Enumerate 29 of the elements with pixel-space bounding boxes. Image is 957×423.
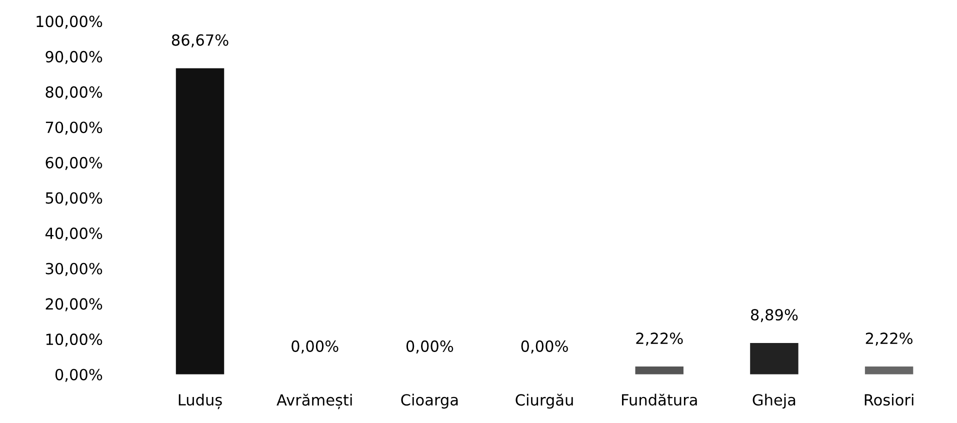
x-tick-label: Avrămești xyxy=(276,394,352,410)
y-tick-label: 80,00% xyxy=(46,86,102,100)
bar xyxy=(635,366,684,374)
data-label: 86,67% xyxy=(172,34,228,48)
x-tick-label: Fundătura xyxy=(622,394,697,406)
x-tick-label: Luduș xyxy=(178,394,222,410)
y-tick-label: 30,00% xyxy=(46,262,102,276)
data-label: 0,00% xyxy=(406,340,454,354)
bar xyxy=(864,366,914,374)
y-tick-label: 90,00% xyxy=(46,50,102,64)
y-tick-label: 40,00% xyxy=(45,228,102,241)
y-tick-label: 70,00% xyxy=(46,122,102,135)
data-label: 8,89% xyxy=(750,308,798,322)
x-tick-label: Gheja xyxy=(752,394,796,409)
y-tick-label: 100,00% xyxy=(36,16,102,29)
y-tick-label: 20,00% xyxy=(46,298,102,312)
data-label: 0,00% xyxy=(521,340,568,354)
x-tick-label: Cioarga xyxy=(401,394,458,409)
data-label: 0,00% xyxy=(292,340,338,354)
data-label: 2,22% xyxy=(866,332,912,346)
y-tick-label: 50,00% xyxy=(46,192,102,206)
x-tick-label: Rosiori xyxy=(864,394,914,406)
x-tick-label: Ciurgău xyxy=(516,394,573,409)
y-tick-label: 0,00% xyxy=(55,368,102,382)
y-tick-label: 10,00% xyxy=(46,334,102,347)
data-label: 2,22% xyxy=(636,332,683,346)
bar xyxy=(176,68,224,374)
y-tick-label: 60,00% xyxy=(46,156,102,170)
bar xyxy=(750,342,798,374)
